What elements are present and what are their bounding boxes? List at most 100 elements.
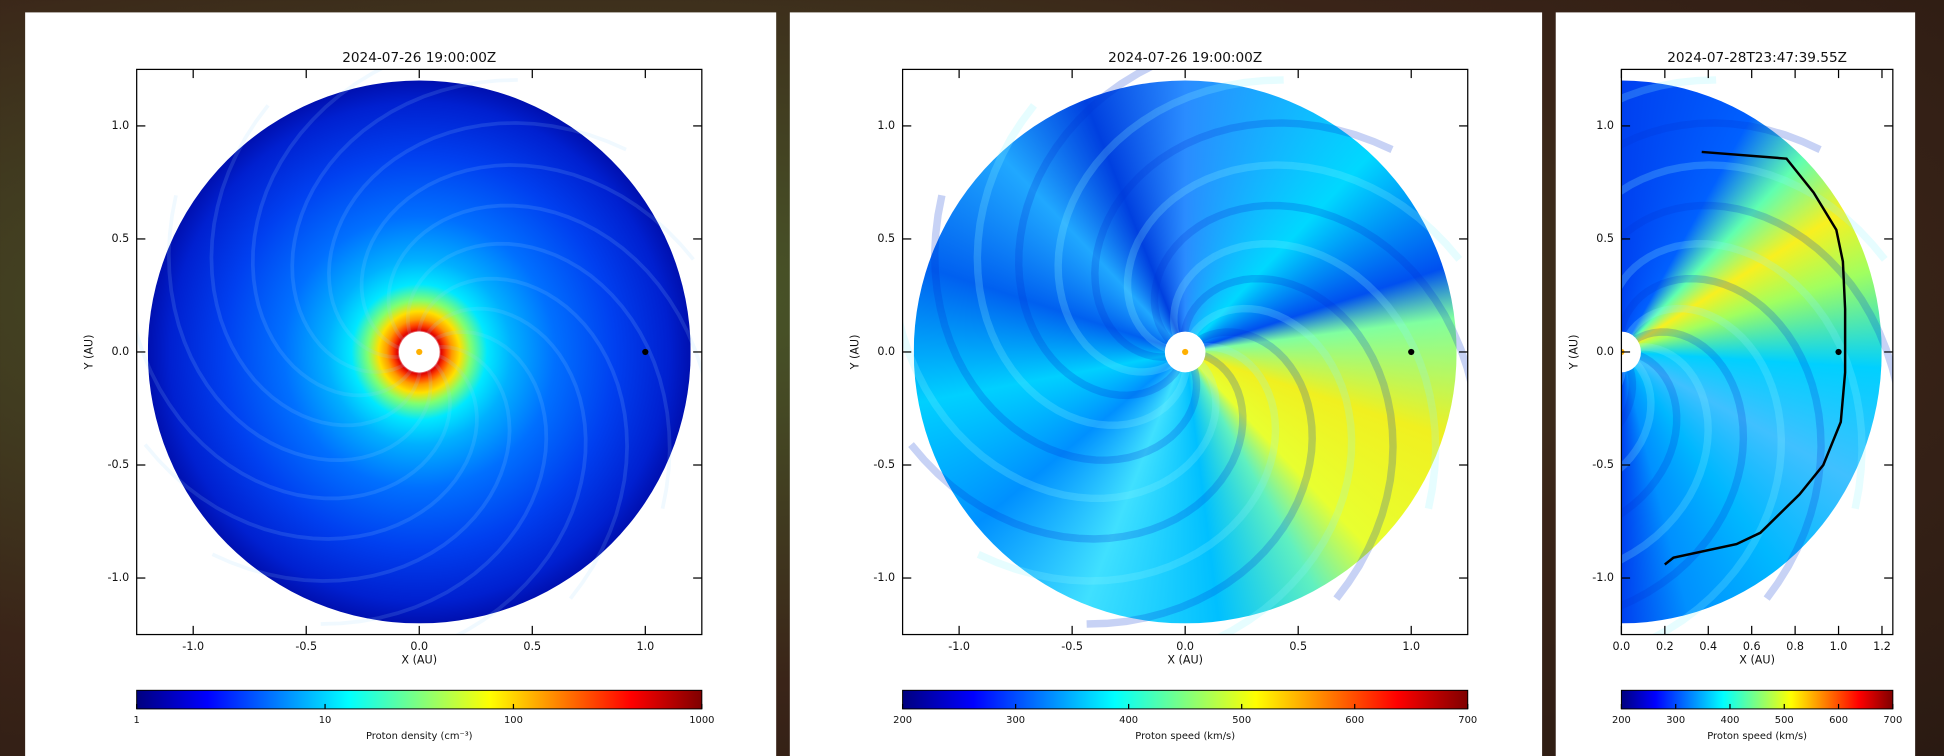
streak xyxy=(1621,360,1655,473)
streak xyxy=(327,121,627,359)
y-tick-label: 0.5 xyxy=(112,232,130,245)
streak xyxy=(406,241,672,509)
chart-title: 2024-07-26 19:00:00Z xyxy=(1108,50,1262,66)
y-tick-label: 0.5 xyxy=(1596,232,1614,245)
streak xyxy=(143,353,479,541)
colorbar-tick-label: 200 xyxy=(1612,715,1631,726)
x-tick-label: 0.0 xyxy=(1176,640,1194,653)
colorbar-tick-label: 1000 xyxy=(689,715,714,726)
colorbar-tick-label: 700 xyxy=(1883,715,1902,726)
x-axis-label: X (AU) xyxy=(1739,654,1775,667)
plot-area xyxy=(902,69,1468,635)
colorbar-tick-label: 1 xyxy=(134,715,140,726)
streak xyxy=(1086,328,1316,628)
streak xyxy=(320,330,549,626)
y-tick-label: 0.0 xyxy=(877,345,895,358)
y-tick-label: 1.0 xyxy=(112,119,130,132)
colorbar-tick-label: 200 xyxy=(893,715,912,726)
y-tick-label: 0.0 xyxy=(1596,345,1614,358)
y-axis-label: Y (AU) xyxy=(849,335,862,371)
x-axis-label: X (AU) xyxy=(1167,654,1203,667)
streak xyxy=(1621,351,1681,518)
chart-title: 2024-07-26 19:00:00Z xyxy=(342,50,496,66)
colorbar-label: Proton density (cm⁻³) xyxy=(366,731,473,742)
streak xyxy=(1170,240,1440,510)
inner-boundary xyxy=(1621,331,1641,373)
y-tick-label: -1.0 xyxy=(873,571,895,584)
y-tick-label: 0.0 xyxy=(112,345,130,358)
colorbar-tick-label: 100 xyxy=(504,715,523,726)
streak xyxy=(1621,240,1866,510)
streak xyxy=(1180,275,1397,601)
y-tick-label: -1.0 xyxy=(107,571,129,584)
streak xyxy=(1621,343,1712,564)
x-axis-label: X (AU) xyxy=(401,654,437,667)
y-tick-label: -0.5 xyxy=(1592,458,1614,471)
streak xyxy=(1621,275,1825,601)
colorbar-tick-label: 600 xyxy=(1829,715,1848,726)
x-tick-label: 1.0 xyxy=(1830,640,1848,653)
streak xyxy=(930,194,1201,464)
streak xyxy=(1621,366,1637,428)
streak xyxy=(1621,119,1822,153)
x-tick-label: 1.0 xyxy=(636,640,654,653)
streak xyxy=(1621,161,1888,262)
colorbar xyxy=(136,689,703,710)
streak xyxy=(416,276,629,600)
streak xyxy=(209,104,422,428)
x-tick-label: 0.0 xyxy=(410,640,428,653)
colorbar-tick-label: 700 xyxy=(1458,715,1477,726)
streak xyxy=(1054,76,1284,376)
streak xyxy=(1621,328,1748,610)
point xyxy=(1835,348,1842,356)
streak xyxy=(1091,119,1394,361)
colorbar-tick-label: 500 xyxy=(1775,715,1794,726)
streak xyxy=(902,319,1220,503)
front-line xyxy=(1664,150,1847,566)
x-tick-label: -1.0 xyxy=(948,640,970,653)
point xyxy=(642,348,649,356)
y-tick-label: -1.0 xyxy=(1592,571,1614,584)
x-tick-label: 0.5 xyxy=(1289,640,1307,653)
x-tick-label: -1.0 xyxy=(182,640,204,653)
colorbar-tick-label: 400 xyxy=(1119,715,1138,726)
streak xyxy=(1189,304,1356,635)
y-tick-label: 0.5 xyxy=(877,232,895,245)
x-tick-label: -0.5 xyxy=(1061,640,1083,653)
colorbar-tick-label: 600 xyxy=(1345,715,1364,726)
y-tick-label: -0.5 xyxy=(107,458,129,471)
colorbar xyxy=(902,689,1469,710)
plot-area xyxy=(1621,76,1893,635)
x-tick-label: 1.2 xyxy=(1873,640,1891,653)
streak xyxy=(908,351,1247,543)
streak xyxy=(973,103,1190,429)
x-tick-label: -0.5 xyxy=(295,640,317,653)
plot-area xyxy=(136,69,702,635)
streak xyxy=(1625,304,1786,635)
x-tick-label: 0.6 xyxy=(1743,640,1761,653)
y-tick-label: 1.0 xyxy=(1596,119,1614,132)
colorbar-tick-label: 300 xyxy=(1006,715,1025,726)
point xyxy=(1408,348,1415,356)
y-tick-label: 1.0 xyxy=(877,119,895,132)
streak xyxy=(1123,161,1463,353)
streak xyxy=(290,78,518,374)
streak xyxy=(386,203,702,378)
point xyxy=(416,348,423,356)
colorbar-tick-label: 400 xyxy=(1721,715,1740,726)
colorbar-label: Proton speed (km/s) xyxy=(1707,731,1807,742)
streak xyxy=(250,69,414,398)
x-tick-label: 0.5 xyxy=(523,640,541,653)
streak xyxy=(211,345,512,583)
streak xyxy=(359,163,695,351)
chart-title: 2024-07-28T23:47:39.55Z xyxy=(1667,50,1847,66)
y-axis-label: Y (AU) xyxy=(83,335,96,371)
x-tick-label: 0.0 xyxy=(1613,640,1631,653)
y-axis-label: Y (AU) xyxy=(1567,335,1580,371)
x-tick-label: 0.8 xyxy=(1786,640,1804,653)
streak xyxy=(166,194,433,463)
colorbar-tick-label: 300 xyxy=(1666,715,1685,726)
x-tick-label: 0.4 xyxy=(1699,640,1717,653)
